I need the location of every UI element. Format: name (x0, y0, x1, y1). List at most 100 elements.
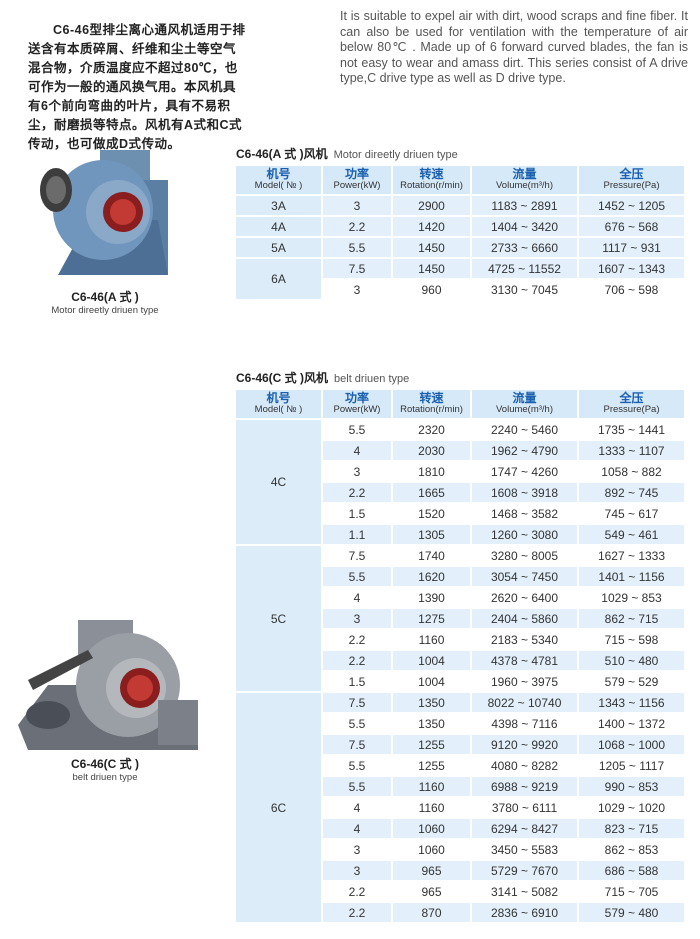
column-header-cn: 全压 (619, 167, 644, 181)
volume-cell: 1962 ~ 4790 (472, 441, 577, 460)
intro-chinese: C6-46型排尘离心通风机适用于排送含有本质碎屑、纤维和尘土等空气混合物，介质温… (28, 22, 246, 151)
volume-cell: 3130 ~ 7045 (472, 280, 577, 299)
table-a: 机号 Model( № ) 功率 Power(kW) 转速 Rotation(r/min)… (234, 164, 686, 301)
pressure-cell: 1029 ~ 1020 (579, 798, 684, 817)
rotation-cell: 1255 (393, 756, 470, 775)
column-header-cn: 功率 (344, 167, 369, 181)
volume-cell: 1468 ~ 3582 (472, 504, 577, 523)
pressure-cell: 1400 ~ 1372 (579, 714, 684, 733)
table-c: 机号 Model( № ) 功率 Power(kW) 转速 Rotation(r/min)… (234, 388, 686, 924)
power-cell: 2.2 (323, 882, 391, 901)
volume-cell: 2733 ~ 6660 (472, 238, 577, 257)
rotation-cell: 1810 (393, 462, 470, 481)
pressure-cell: 862 ~ 853 (579, 840, 684, 859)
column-header-en: Volume(m³/h) (495, 180, 553, 191)
power-cell: 4 (323, 441, 391, 460)
table-a-title: C6-46(A 式 )风机 Motor direetly driuen type (236, 145, 458, 162)
column-header: 转速 Rotation(r/min) (393, 166, 470, 194)
volume-cell: 4725 ~ 11552 (472, 259, 577, 278)
column-header: 流量 Volume(m³/h) (472, 166, 577, 194)
fan-a-image (40, 150, 168, 275)
table-row: 2.2 870 2836 ~ 6910 579 ~ 480 (236, 903, 684, 922)
pressure-cell: 892 ~ 745 (579, 483, 684, 502)
column-header-cn: 流量 (512, 167, 537, 181)
table-row: 4 1060 6294 ~ 8427 823 ~ 715 (236, 819, 684, 838)
column-header: 功率 Power(kW) (323, 390, 391, 418)
power-cell: 3 (323, 196, 391, 215)
column-header: 转速 Rotation(r/min) (393, 390, 470, 418)
model-cell: 3A (236, 196, 321, 215)
pressure-cell: 1058 ~ 882 (579, 462, 684, 481)
column-header-cn: 转速 (419, 391, 444, 405)
model-cell: 6C (236, 693, 321, 922)
table-row: 5C 7.5 1740 3280 ~ 8005 1627 ~ 1333 (236, 546, 684, 691)
fan-a-caption-title: C6-46(A 式 ) (71, 290, 139, 304)
power-cell: 1.5 (323, 672, 391, 691)
volume-cell: 2404 ~ 5860 (472, 609, 577, 628)
fan-c-image (18, 620, 198, 750)
table-row: 4 1160 3780 ~ 6111 1029 ~ 1020 (236, 798, 684, 817)
rotation-cell: 965 (393, 882, 470, 901)
table-row: 2.2 1004 4378 ~ 4781 510 ~ 480 (236, 651, 684, 670)
power-cell: 4 (323, 588, 391, 607)
table-row: 3A 3 2900 1183 ~ 2891 1452 ~ 1205 (236, 196, 684, 215)
volume-cell: 6294 ~ 8427 (472, 819, 577, 838)
table-c-title: C6-46(C 式 )风机 belt driuen type (236, 369, 409, 386)
column-header-en: Volume(m³/h) (495, 404, 553, 415)
fan-c-caption: C6-46(C 式 ) belt driuen type (0, 755, 210, 783)
power-cell: 3 (323, 280, 391, 299)
power-cell: 2.2 (323, 483, 391, 502)
pressure-cell: 706 ~ 598 (579, 280, 684, 299)
pressure-cell: 862 ~ 715 (579, 609, 684, 628)
pressure-cell: 1452 ~ 1205 (579, 196, 684, 215)
power-cell: 1.5 (323, 504, 391, 523)
pressure-cell: 1343 ~ 1156 (579, 693, 684, 712)
rotation-cell: 1275 (393, 609, 470, 628)
column-header: 功率 Power(kW) (323, 166, 391, 194)
power-cell: 2.2 (323, 903, 391, 922)
fan-c-caption-title: C6-46(C 式 ) (70, 757, 139, 771)
table-row: 1.1 1305 1260 ~ 3080 549 ~ 461 (236, 525, 684, 544)
volume-cell: 3280 ~ 8005 (472, 546, 577, 565)
volume-cell: 8022 ~ 10740 (472, 693, 577, 712)
power-cell: 7.5 (323, 693, 391, 712)
rotation-cell: 1004 (393, 651, 470, 670)
pressure-cell: 1401 ~ 1156 (579, 567, 684, 586)
model-cell: 6A (236, 259, 321, 299)
rotation-cell: 1350 (393, 714, 470, 733)
table-row: 7.5 1255 9120 ~ 9920 1068 ~ 1000 (236, 735, 684, 754)
table-row: 4 2030 1962 ~ 4790 1333 ~ 1107 (236, 441, 684, 460)
column-header-en: Rotation(r/min) (400, 180, 463, 191)
rotation-cell: 1060 (393, 840, 470, 859)
table-row: 5.5 1160 6988 ~ 9219 990 ~ 853 (236, 777, 684, 796)
table-row: 5A 5.5 1450 2733 ~ 6660 1117 ~ 931 (236, 238, 684, 257)
power-cell: 5.5 (323, 777, 391, 796)
column-header-cn: 机号 (266, 391, 291, 405)
column-header-en: Rotation(r/min) (400, 404, 463, 415)
fan-c-caption-subtitle: belt driuen type (72, 772, 138, 783)
rotation-cell: 1520 (393, 504, 470, 523)
fan-a-caption: C6-46(A 式 ) Motor direetly driuen type (0, 288, 210, 316)
column-header-cn: 全压 (619, 391, 644, 405)
table-row: 5.5 1620 3054 ~ 7450 1401 ~ 1156 (236, 567, 684, 586)
pressure-cell: 715 ~ 705 (579, 882, 684, 901)
rotation-cell: 960 (393, 280, 470, 299)
column-header-en: Power(kW) (333, 180, 381, 191)
rotation-cell: 1004 (393, 672, 470, 691)
volume-cell: 3780 ~ 6111 (472, 798, 577, 817)
volume-cell: 2836 ~ 6910 (472, 903, 577, 922)
power-cell: 5.5 (323, 420, 391, 439)
volume-cell: 1260 ~ 3080 (472, 525, 577, 544)
table-row: 5.5 1255 4080 ~ 8282 1205 ~ 1117 (236, 756, 684, 775)
pressure-cell: 579 ~ 529 (579, 672, 684, 691)
power-cell: 7.5 (323, 735, 391, 754)
rotation-cell: 1450 (393, 259, 470, 278)
pressure-cell: 676 ~ 568 (579, 217, 684, 236)
volume-cell: 1747 ~ 4260 (472, 462, 577, 481)
volume-cell: 5729 ~ 7670 (472, 861, 577, 880)
pressure-cell: 510 ~ 480 (579, 651, 684, 670)
volume-cell: 3141 ~ 5082 (472, 882, 577, 901)
pressure-cell: 1627 ~ 1333 (579, 546, 684, 565)
rotation-cell: 1350 (393, 693, 470, 712)
rotation-cell: 2900 (393, 196, 470, 215)
